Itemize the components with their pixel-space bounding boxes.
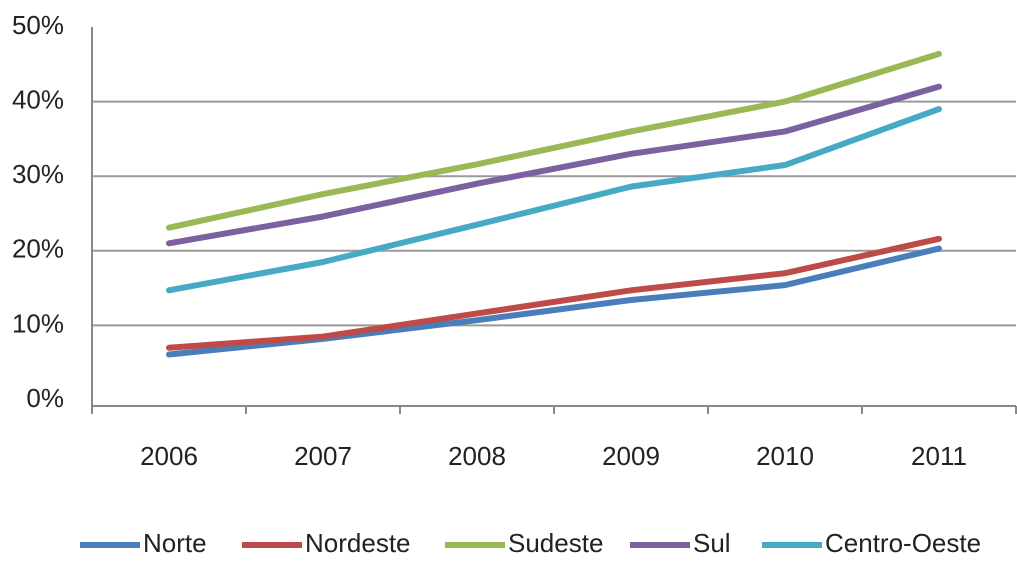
legend-label: Sul bbox=[693, 528, 731, 558]
x-tick-label: 2011 bbox=[911, 441, 967, 471]
legend-label: Nordeste bbox=[305, 528, 411, 558]
x-tick-label: 2006 bbox=[140, 441, 198, 471]
y-tick-label: 10% bbox=[12, 308, 64, 338]
series-line bbox=[166, 50, 942, 231]
y-tick-label: 20% bbox=[12, 234, 64, 264]
series-line bbox=[166, 235, 942, 351]
x-tick-label: 2009 bbox=[602, 441, 660, 471]
y-tick-label: 40% bbox=[12, 84, 64, 114]
legend-label: Centro-Oeste bbox=[825, 528, 981, 558]
x-tick-label: 2010 bbox=[756, 441, 814, 471]
y-tick-label: 30% bbox=[12, 159, 64, 189]
series-line bbox=[166, 83, 942, 247]
legend-label: Sudeste bbox=[508, 528, 603, 558]
x-tick-label: 2007 bbox=[294, 441, 352, 471]
x-tick-label: 2008 bbox=[448, 441, 506, 471]
y-tick-label: 50% bbox=[12, 10, 64, 40]
series-line bbox=[166, 106, 942, 294]
legend-label: Norte bbox=[143, 528, 207, 558]
y-tick-label: 0% bbox=[26, 383, 64, 413]
